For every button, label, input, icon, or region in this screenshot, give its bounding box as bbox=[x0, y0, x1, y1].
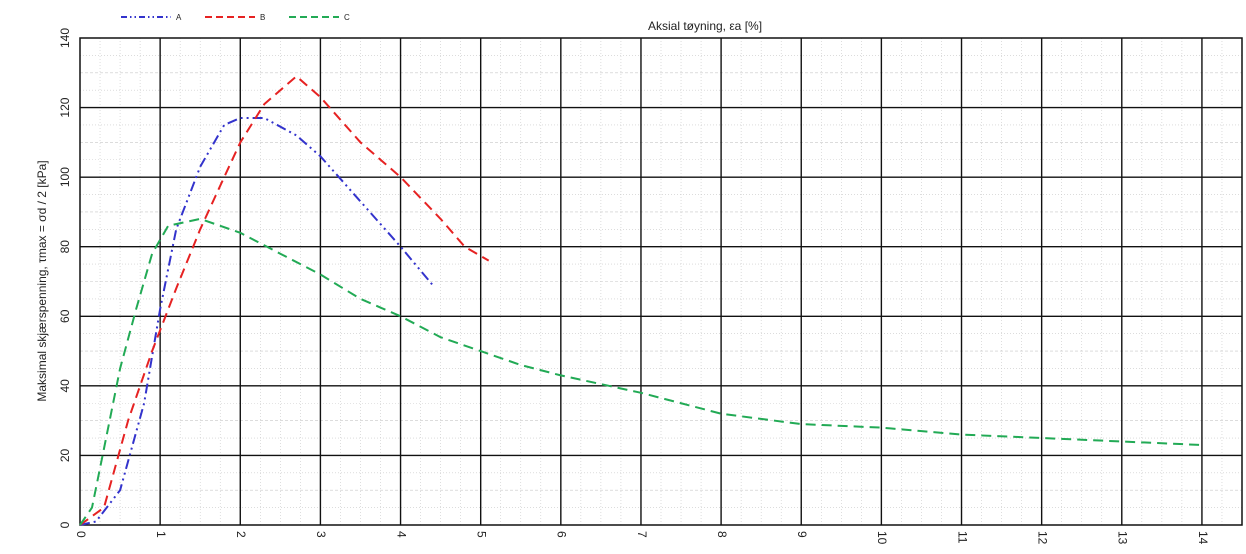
x-tick-label: 3 bbox=[314, 531, 328, 538]
legend: A B C bbox=[121, 13, 350, 22]
y-tick-label: 140 bbox=[58, 28, 72, 48]
series-line-a bbox=[79, 117, 434, 526]
x-tick-label: 13 bbox=[1116, 531, 1130, 545]
x-tick-label: 6 bbox=[555, 531, 569, 538]
plot-frame bbox=[79, 37, 1243, 526]
y-tick-label: 120 bbox=[58, 97, 72, 117]
legend-label-a: A bbox=[176, 13, 182, 22]
y-tick-label: 0 bbox=[58, 521, 72, 528]
y-tick-labels: 0 20 40 60 80 100 120 140 bbox=[58, 28, 72, 529]
x-tick-label: 2 bbox=[234, 531, 248, 538]
y-tick-label: 40 bbox=[58, 379, 72, 393]
series-layer bbox=[79, 75, 1202, 526]
x-tick-label: 5 bbox=[475, 531, 489, 538]
series-line-b bbox=[79, 75, 490, 526]
x-tick-label: 7 bbox=[635, 531, 649, 538]
y-tick-label: 100 bbox=[58, 167, 72, 187]
legend-label-b: B bbox=[260, 13, 265, 22]
x-tick-label: 10 bbox=[875, 531, 889, 545]
series-line-c bbox=[79, 217, 1202, 526]
x-tick-label: 11 bbox=[955, 531, 969, 544]
x-axis-title: Aksial tøyning, εa [%] bbox=[648, 19, 762, 33]
legend-label-c: C bbox=[344, 13, 350, 22]
y-tick-label: 60 bbox=[58, 309, 72, 323]
y-axis-title: Maksimal skjærspenning, τmax = σd / 2 [k… bbox=[35, 160, 49, 401]
y-tick-label: 80 bbox=[58, 240, 72, 254]
x-tick-label: 1 bbox=[154, 531, 168, 538]
x-tick-label: 9 bbox=[795, 531, 809, 538]
x-tick-label: 8 bbox=[715, 531, 729, 538]
x-tick-label: 4 bbox=[394, 531, 408, 538]
x-tick-label: 12 bbox=[1035, 531, 1049, 545]
y-tick-label: 20 bbox=[58, 448, 72, 462]
x-tick-label: 0 bbox=[74, 531, 88, 538]
x-tick-label: 14 bbox=[1196, 531, 1210, 545]
major-grid bbox=[80, 38, 1242, 525]
x-tick-labels: 0 1 2 3 4 5 6 7 8 9 10 11 12 13 14 bbox=[74, 531, 1210, 545]
minor-grid bbox=[80, 38, 1242, 525]
